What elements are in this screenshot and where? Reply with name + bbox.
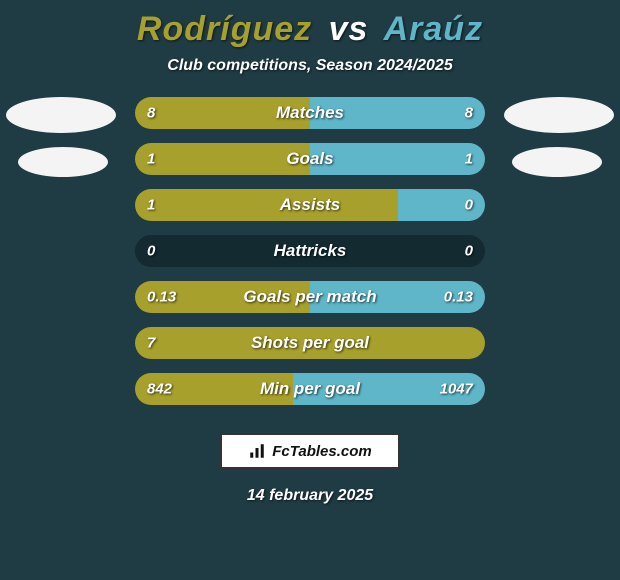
stat-fill-right [310,143,485,175]
vs-label: vs [329,10,369,48]
stat-row: Hattricks 0 0 [135,235,485,267]
stat-row: Min per goal 842 1047 [135,373,485,405]
stat-row: Assists 1 0 [135,189,485,221]
brand-chart-icon [248,442,266,460]
stat-value-right: 1 [465,151,473,168]
stat-row: Goals per match 0.13 0.13 [135,281,485,313]
stat-label: Assists [280,195,340,215]
stat-value-left: 0.13 [147,289,176,306]
stat-value-left: 1 [147,197,155,214]
stat-label: Shots per goal [251,333,369,353]
stat-fill-left [135,143,310,175]
brand-badge: FcTables.com [220,433,400,469]
stat-row: Goals 1 1 [135,143,485,175]
stat-value-left: 1 [147,151,155,168]
stat-bars: Matches 8 8 Goals 1 1 Assists 1 0 Hattricks 0 0 Goal… [135,97,485,419]
stat-label: Goals per match [243,287,376,307]
stage: Matches 8 8 Goals 1 1 Assists 1 0 Hattricks 0 0 Goal… [0,97,620,405]
stat-label: Hattricks [274,241,347,261]
stat-value-left: 842 [147,381,172,398]
stat-fill-left [135,189,398,221]
stat-row: Shots per goal 7 [135,327,485,359]
stat-label: Matches [276,103,344,123]
player2-kit-top [504,97,614,133]
comparison-panel: Rodríguez vs Araúz Club competitions, Se… [0,0,620,580]
date-label: 14 february 2025 [0,487,620,505]
page-title: Rodríguez vs Araúz [0,10,620,49]
stat-value-right: 0.13 [444,289,473,306]
stat-value-right: 0 [465,197,473,214]
stat-value-right: 1047 [440,381,473,398]
brand-text: FcTables.com [272,443,371,460]
player2-name: Araúz [384,10,483,48]
stat-label: Min per goal [260,379,360,399]
subtitle: Club competitions, Season 2024/2025 [0,57,620,75]
player1-kit-top [6,97,116,133]
stat-value-left: 0 [147,243,155,260]
stat-value-right: 8 [465,105,473,122]
stat-value-left: 8 [147,105,155,122]
player2-kit-shorts [512,147,602,177]
player1-name: Rodríguez [137,10,312,48]
player1-kit-shorts [18,147,108,177]
stat-value-right: 0 [465,243,473,260]
stat-label: Goals [286,149,333,169]
stat-value-left: 7 [147,335,155,352]
stat-row: Matches 8 8 [135,97,485,129]
